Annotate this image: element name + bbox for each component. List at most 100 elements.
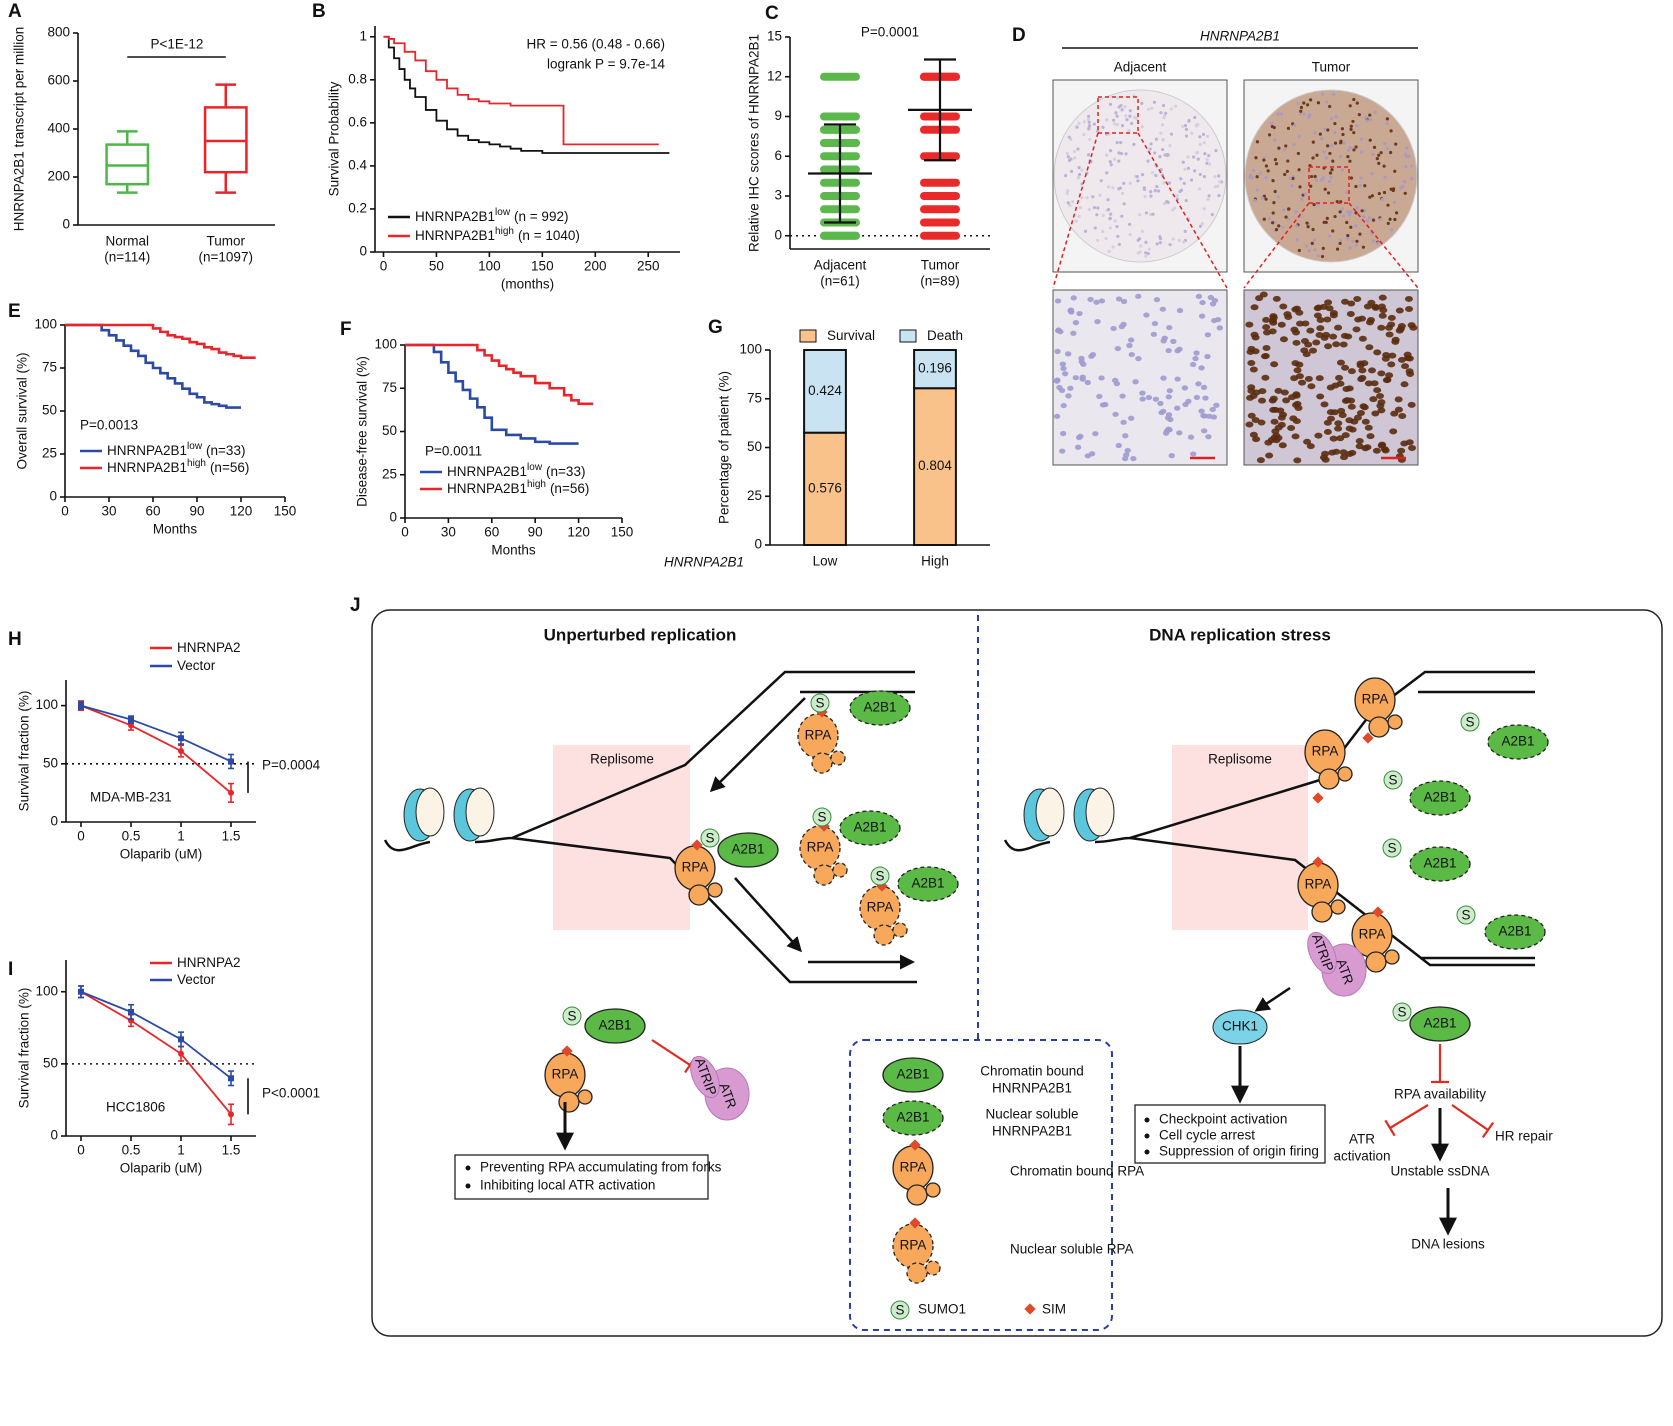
nucleus xyxy=(1059,430,1067,437)
nucleus xyxy=(1174,376,1181,382)
nucleus xyxy=(1293,457,1302,464)
tissue-dot xyxy=(1141,172,1145,177)
tissue-dot xyxy=(1149,194,1153,198)
nucleus xyxy=(1053,378,1061,384)
legend-text: SUMO1 xyxy=(918,1302,966,1317)
outcome-box xyxy=(1134,1104,1326,1164)
tissue-dot xyxy=(1162,181,1166,185)
nucleus xyxy=(1094,319,1101,325)
nucleus xyxy=(1330,409,1339,416)
tissue-dot xyxy=(1116,96,1120,100)
nucleus xyxy=(1391,338,1400,345)
rpa-shape xyxy=(1337,766,1353,782)
legend-text: HNRNPA2B1 xyxy=(992,1081,1072,1096)
column-label: Tumor xyxy=(1312,60,1351,75)
tissue-dot xyxy=(1202,207,1206,211)
tissue-dot xyxy=(1270,121,1274,125)
nucleus xyxy=(1256,457,1265,464)
nucleus xyxy=(1366,433,1375,440)
outcome-text: Checkpoint activation xyxy=(1159,1112,1287,1127)
nucleus xyxy=(1300,347,1309,354)
nucleus xyxy=(1394,406,1403,413)
nucleus xyxy=(1120,419,1127,425)
tissue-dot xyxy=(1407,154,1411,158)
tissue-dot xyxy=(1159,111,1163,115)
nucleus xyxy=(1341,364,1350,371)
y-tick-label: 50 xyxy=(43,1055,58,1070)
tissue-dot xyxy=(1193,115,1197,120)
tissue-dot xyxy=(1382,164,1386,168)
tissue-dot xyxy=(1352,97,1356,102)
legend-text: HNRNPA2B1 xyxy=(992,1124,1072,1139)
tissue-dot xyxy=(1329,175,1333,179)
tissue-dot xyxy=(1338,241,1342,246)
tissue-dot xyxy=(1216,184,1220,188)
y-tick-label: 0.6 xyxy=(348,114,367,129)
arrow xyxy=(1254,986,1291,1012)
tissue-dot xyxy=(1182,181,1186,185)
nucleus xyxy=(1124,447,1131,454)
tissue-dot xyxy=(1201,132,1206,137)
tissue-dot xyxy=(1274,162,1279,166)
tissue-dot xyxy=(1306,103,1310,107)
nucleus xyxy=(1120,298,1128,305)
nucleus xyxy=(1247,412,1256,419)
nucleus xyxy=(1289,415,1298,422)
nucleus xyxy=(1274,424,1283,431)
nucleus xyxy=(1247,360,1256,367)
nucleus xyxy=(1306,327,1315,334)
tissue-dot xyxy=(1153,189,1157,193)
y-tick-label: 0 xyxy=(50,814,58,829)
nucleus xyxy=(1270,361,1279,368)
annotation: HCC1806 xyxy=(106,1100,165,1115)
x-tick-label: 60 xyxy=(145,504,160,519)
tissue-dot xyxy=(1354,211,1358,215)
nucleus xyxy=(1369,396,1378,403)
dna-strand xyxy=(1129,690,1535,967)
x-tick-label: Low xyxy=(813,554,838,569)
tissue-dot xyxy=(1282,208,1286,212)
y-tick-label: 6 xyxy=(774,148,782,163)
tissue-dot xyxy=(1276,112,1280,116)
tissue-dot xyxy=(1205,161,1209,165)
tissue-dot xyxy=(1339,141,1343,145)
nucleus xyxy=(1377,370,1386,377)
series-line xyxy=(80,704,232,794)
tissue-dot xyxy=(1132,115,1136,120)
nucleus xyxy=(1298,379,1307,386)
y-tick-label: 0 xyxy=(49,489,57,504)
sim xyxy=(1372,906,1384,918)
tissue-dot xyxy=(1339,238,1343,242)
tissue-dot xyxy=(1117,151,1121,155)
nucleus xyxy=(1291,433,1300,440)
tissue-dot xyxy=(1065,151,1069,156)
tissue-dot xyxy=(1340,127,1345,131)
tissue-dot xyxy=(1197,187,1202,191)
nucleus xyxy=(1170,338,1177,344)
legend-sup: high xyxy=(187,458,206,469)
legend-box xyxy=(849,1039,1113,1331)
zoom-line xyxy=(1348,202,1419,289)
nucleus xyxy=(1326,384,1335,391)
tissue-dot xyxy=(1273,157,1278,162)
tissue-dot xyxy=(1160,123,1165,127)
nucleus xyxy=(1376,402,1385,409)
y-tick-label: 3 xyxy=(774,188,782,203)
nucleus xyxy=(1088,451,1096,457)
legend-text: SIM xyxy=(1042,1302,1066,1317)
nucleus xyxy=(1211,297,1219,304)
nucleus xyxy=(1258,397,1267,404)
tissue-dot xyxy=(1101,125,1105,129)
sumo-shape xyxy=(562,1006,582,1026)
tissue-dot xyxy=(1069,169,1074,173)
bullet xyxy=(1144,1149,1150,1155)
tissue-dot xyxy=(1375,156,1379,161)
rpa-shape xyxy=(1365,951,1387,973)
nucleus xyxy=(1168,453,1175,459)
nucleus xyxy=(1334,420,1343,427)
legend-label: HNRNPA2B1low (n = 992) xyxy=(415,207,568,224)
legend-name: HNRNPA2B1 xyxy=(447,481,527,496)
nucleus xyxy=(1405,305,1414,312)
tissue-dot xyxy=(1311,140,1315,144)
nucleus xyxy=(1358,374,1367,381)
